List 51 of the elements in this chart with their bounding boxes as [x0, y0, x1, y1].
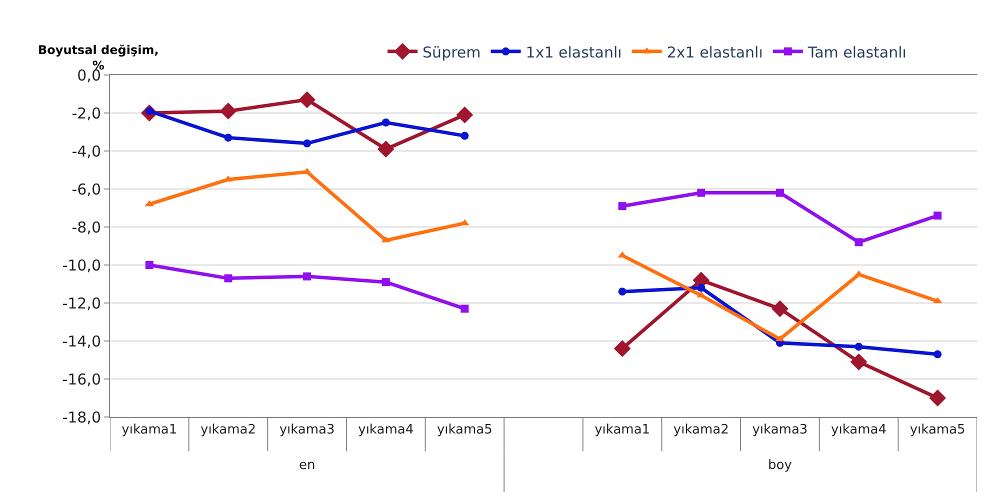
point	[618, 202, 626, 210]
text: en	[299, 458, 316, 473]
y-tick-label: -18,0	[62, 408, 101, 426]
legend-label: Süprem	[422, 43, 481, 62]
x-tick-label: yıkama1	[122, 422, 178, 438]
point	[929, 390, 946, 406]
x-tick-label: yıkama5	[910, 422, 966, 438]
x-tick-label: yıkama3	[752, 422, 808, 438]
x-tick-label: yıkama4	[831, 422, 887, 438]
legend-label: Tam elastanlı	[806, 43, 906, 62]
point	[697, 284, 706, 292]
point	[460, 132, 469, 140]
point	[298, 91, 316, 108]
x-tick-label: yıkama2	[673, 422, 729, 438]
x-tick-label: yıkama4	[358, 422, 414, 438]
point	[224, 134, 232, 142]
y-tick-label: -12,0	[62, 294, 101, 312]
point	[145, 261, 154, 269]
legend-label: 2x1 elastanlı	[666, 43, 763, 62]
point	[772, 300, 788, 318]
x-tick-label: yıkama3	[279, 422, 335, 438]
point	[854, 238, 863, 246]
point	[456, 106, 474, 124]
point	[382, 118, 390, 126]
y-tick-label: -4,0	[72, 142, 101, 160]
y-tick-label: -16,0	[62, 370, 101, 388]
y-tick-label: -2,0	[72, 104, 101, 122]
y-tick-label: -14,0	[62, 332, 101, 350]
point	[614, 340, 631, 358]
point	[377, 140, 394, 158]
point	[382, 278, 390, 286]
y-tick-label: -10,0	[62, 256, 101, 274]
y-tick-label: -6,0	[72, 180, 101, 198]
x-tick-label: yıkama1	[594, 422, 650, 438]
point	[850, 353, 868, 370]
point	[934, 212, 942, 220]
point	[618, 288, 626, 296]
point	[303, 139, 312, 148]
x-tick-label: yıkama5	[436, 422, 492, 438]
point	[776, 188, 784, 197]
legend-label: 1x1 elastanlı	[526, 43, 622, 62]
point	[854, 342, 863, 351]
point	[303, 272, 312, 280]
point	[460, 304, 469, 313]
point	[220, 102, 237, 120]
point	[934, 350, 942, 358]
point	[224, 274, 232, 282]
x-tick-label: yıkama2	[200, 422, 256, 438]
text: boy	[768, 458, 792, 473]
y-tick-label: -8,0	[72, 218, 101, 236]
point	[697, 188, 706, 197]
